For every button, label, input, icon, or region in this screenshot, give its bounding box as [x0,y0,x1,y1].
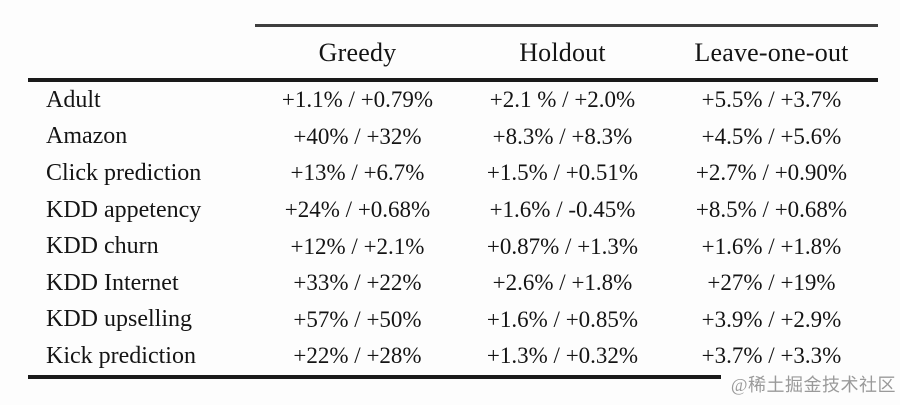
cell-greedy: +33% / +22% [293,270,422,296]
table-row: KDD appetency +24% / +0.68% +1.6% / -0.4… [28,192,878,229]
column-header-greedy: Greedy [318,37,397,67]
results-table: Greedy Holdout Leave-one-out Adult +1.1%… [28,0,878,379]
table-header-row: Greedy Holdout Leave-one-out [28,27,878,78]
column-header-leave-one-out: Leave-one-out [694,37,849,67]
cell-holdout: +1.6% / -0.45% [489,197,636,223]
cell-greedy: +40% / +32% [293,123,422,149]
table-row: KDD upselling +57% / +50% +1.6% / +0.85%… [28,302,878,339]
cell-holdout: +8.3% / +8.3% [492,123,633,149]
table-body: Adult +1.1% / +0.79% +2.1 % / +2.0% +5.5… [28,82,878,375]
table-row: KDD Internet +33% / +22% +2.6% / +1.8% +… [28,265,878,302]
cell-holdout: +2.6% / +1.8% [492,270,633,296]
table-row: Kick prediction +22% / +28% +1.3% / +0.3… [28,338,878,375]
table-row: Click prediction +13% / +6.7% +1.5% / +0… [28,155,878,192]
row-label: KDD upselling [46,306,192,333]
cell-leave-one-out: +2.7% / +0.90% [695,160,848,186]
cell-greedy: +13% / +6.7% [290,160,425,186]
row-label: KDD churn [46,233,159,260]
cell-holdout: +1.5% / +0.51% [486,160,639,186]
cell-holdout: +1.6% / +0.85% [486,306,639,332]
table-mid-rule [28,78,878,82]
row-label: Kick prediction [46,342,196,369]
cell-greedy: +1.1% / +0.79% [281,87,434,113]
cell-leave-one-out: +4.5% / +5.6% [701,123,842,149]
cell-leave-one-out: +27% / +19% [707,270,836,296]
cell-leave-one-out: +8.5% / +0.68% [695,197,848,223]
table-row: KDD churn +12% / +2.1% +0.87% / +1.3% +1… [28,228,878,265]
row-label: Amazon [46,123,128,150]
cell-greedy: +57% / +50% [293,306,422,332]
row-label: KDD appetency [46,196,202,223]
cell-leave-one-out: +1.6% / +1.8% [701,233,842,259]
table-top-rule [255,24,878,27]
cell-holdout: +1.3% / +0.32% [486,343,639,369]
row-label: Adult [46,86,101,113]
table-bottom-rule [28,374,878,379]
column-header-holdout: Holdout [519,37,606,67]
cell-leave-one-out: +3.9% / +2.9% [701,306,842,332]
cell-leave-one-out: +3.7% / +3.3% [701,343,842,369]
table-row: Amazon +40% / +32% +8.3% / +8.3% +4.5% /… [28,119,878,156]
table-row: Adult +1.1% / +0.79% +2.1 % / +2.0% +5.5… [28,82,878,119]
cell-holdout: +2.1 % / +2.0% [489,87,636,113]
cell-holdout: +0.87% / +1.3% [486,233,639,259]
cell-greedy: +12% / +2.1% [290,233,425,259]
row-label: KDD Internet [46,269,179,296]
cell-leave-one-out: +5.5% / +3.7% [701,87,842,113]
cell-greedy: +24% / +0.68% [284,197,431,223]
row-label: Click prediction [46,159,202,186]
cell-greedy: +22% / +28% [293,343,422,369]
watermark: @稀土掘金技术社区 [720,368,898,400]
